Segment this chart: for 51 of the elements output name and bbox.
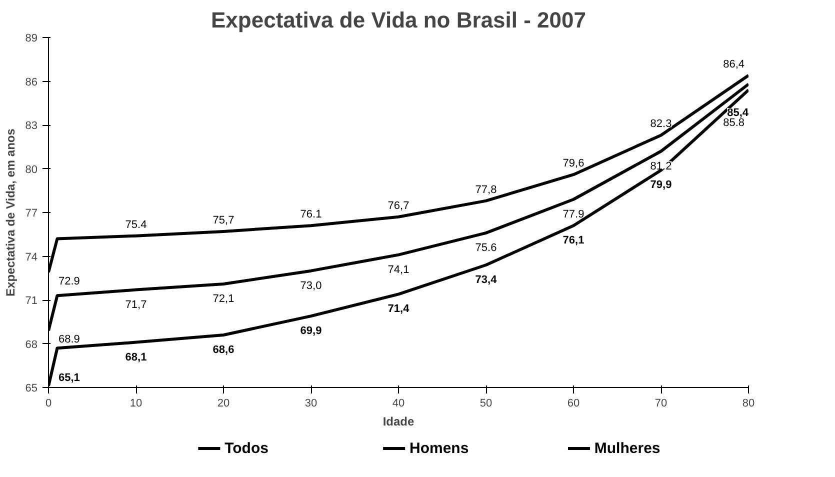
x-tick-label: 10 <box>130 398 142 410</box>
y-tick-label: 86 <box>25 76 38 88</box>
data-label: 85.8 <box>723 117 745 130</box>
data-label: 76.1 <box>300 208 322 221</box>
x-tick-label: 70 <box>654 398 668 410</box>
data-label: 77.9 <box>562 208 584 220</box>
y-tick-label: 83 <box>25 120 38 132</box>
x-tick-label: 50 <box>480 398 492 410</box>
legend-label: Mulheres <box>594 440 660 457</box>
data-label: 68,6 <box>212 344 234 356</box>
data-label: 82.3 <box>650 118 672 130</box>
data-label: 76,1 <box>562 234 584 247</box>
x-tick-label: 30 <box>304 398 318 410</box>
legend-label: Todos <box>224 440 268 457</box>
data-label: 86,4 <box>723 58 745 70</box>
y-tick-label: 77 <box>25 208 38 220</box>
data-label: 73,4 <box>475 274 498 286</box>
data-label: 75.4 <box>125 218 147 231</box>
y-tick-label: 89 <box>25 32 38 44</box>
y-tick-label: 71 <box>25 295 38 307</box>
y-axis-title: Expectativa de Vida, em anos <box>3 128 18 296</box>
x-tick-label: 60 <box>567 398 580 410</box>
data-label: 76,7 <box>388 200 410 212</box>
x-tick-label: 0 <box>45 398 52 410</box>
data-label: 85,4 <box>727 107 750 119</box>
data-label: 68,1 <box>125 351 147 364</box>
y-tick-label: 80 <box>25 164 38 176</box>
chart-title: Expectativa de Vida no Brasil - 2007 <box>211 8 586 32</box>
x-tick-label: 80 <box>742 398 755 410</box>
data-label: 75.6 <box>475 242 497 254</box>
data-label: 75,7 <box>212 214 234 226</box>
data-label: 79,6 <box>562 158 584 170</box>
y-tick-label: 74 <box>25 251 38 264</box>
data-label: 68.9 <box>58 334 80 346</box>
data-label: 72,1 <box>212 292 234 305</box>
data-label: 69,9 <box>300 325 322 338</box>
data-label: 79,9 <box>650 179 672 192</box>
data-label: 72.9 <box>58 275 80 288</box>
data-label: 81.2 <box>650 160 672 172</box>
data-label: 77,8 <box>475 184 497 196</box>
data-label: 71,4 <box>388 303 410 316</box>
x-axis-title: Idade <box>382 414 414 428</box>
legend-label: Homens <box>410 440 469 457</box>
x-tick-label: 40 <box>392 398 405 410</box>
x-tick-label: 20 <box>217 398 230 410</box>
y-tick-label: 68 <box>25 338 38 351</box>
data-label: 74,1 <box>388 264 410 276</box>
y-tick-label: 65 <box>25 382 38 394</box>
data-label: 73,0 <box>300 280 322 292</box>
data-label: 65,1 <box>58 372 80 384</box>
data-label: 71,7 <box>125 298 147 311</box>
